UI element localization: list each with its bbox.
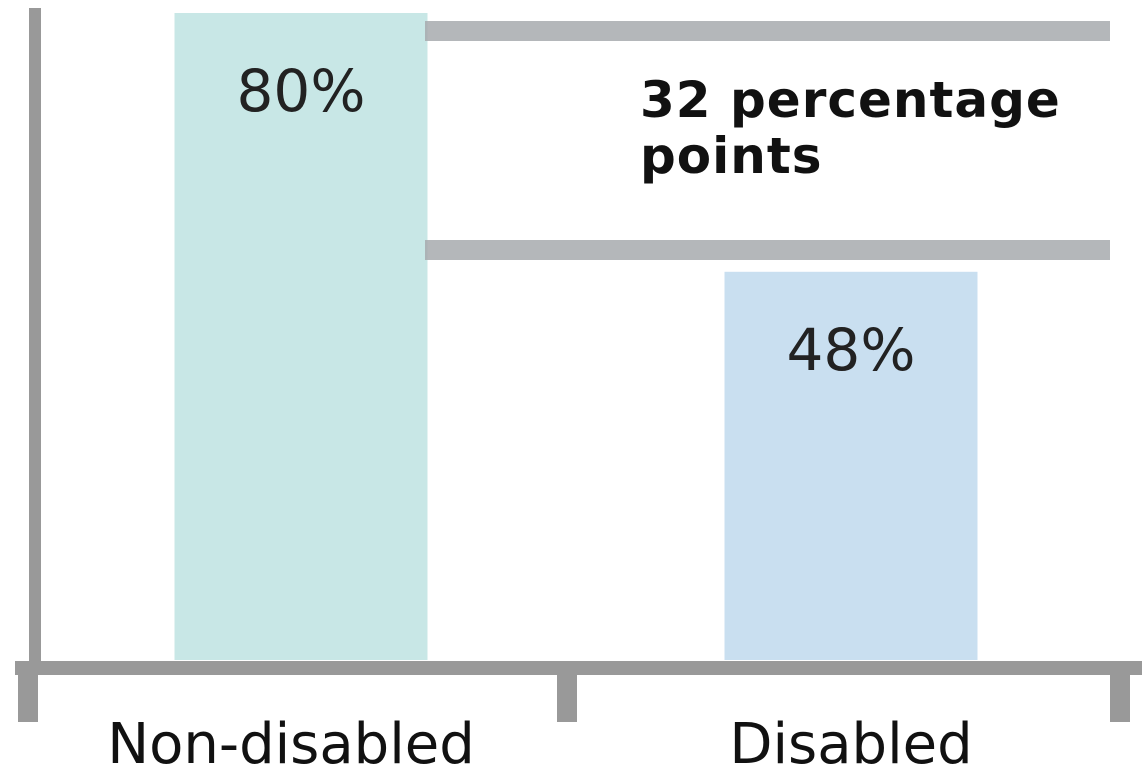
- value-label: 48%: [787, 316, 916, 384]
- value-label: 80%: [237, 57, 366, 125]
- x-tick-label: Disabled: [729, 712, 972, 768]
- annotation: 32 percentage points: [640, 71, 1061, 185]
- x-tick-label: Non-disabled: [107, 712, 475, 768]
- bar: [174, 13, 428, 660]
- bar: [724, 271, 978, 660]
